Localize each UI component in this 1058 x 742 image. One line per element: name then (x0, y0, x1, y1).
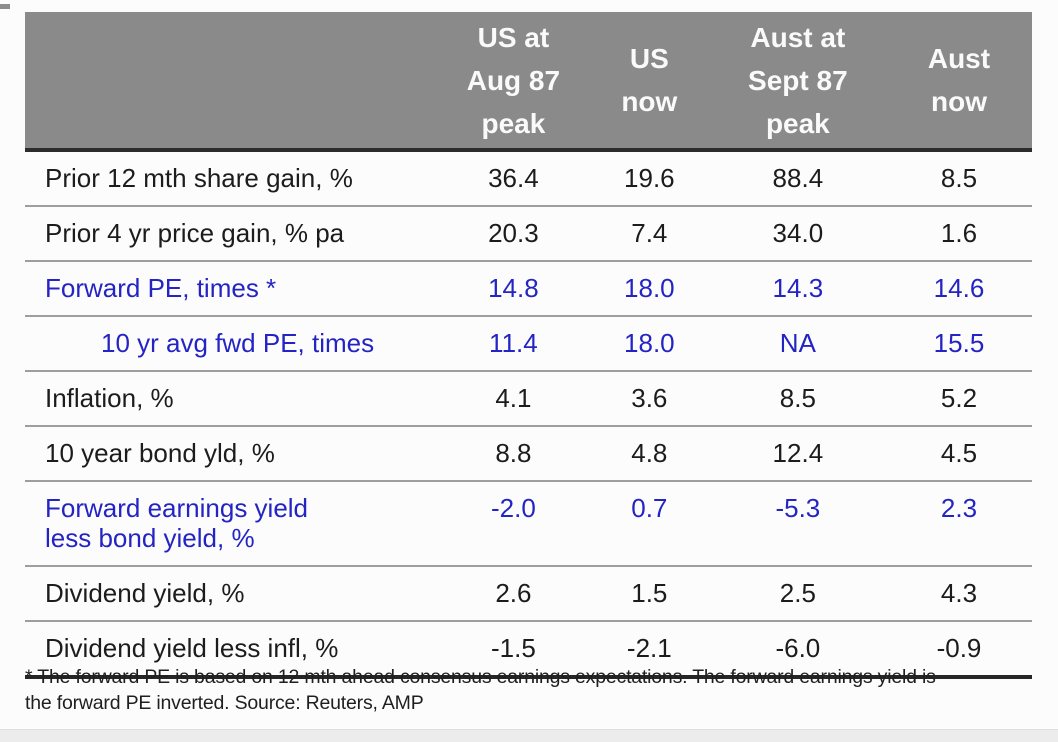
cell-value: 14.6 (885, 261, 1032, 317)
cell-value: 18.0 (588, 316, 710, 372)
row-label: Inflation, % (25, 371, 438, 427)
cell-value: 18.0 (588, 261, 710, 317)
cell-value: NA (709, 316, 886, 372)
col-header-aust-sept87-peak: Aust at Sept 87 peak (709, 12, 886, 152)
cell-value: -0.9 (885, 621, 1032, 679)
cell-value: 15.5 (885, 316, 1032, 372)
cell-value: 1.5 (588, 566, 710, 622)
header-line: now (621, 86, 678, 117)
table-row-forward-pe: Forward PE, times * 14.8 18.0 14.3 14.6 (25, 261, 1032, 317)
cell-value: 88.4 (709, 150, 886, 207)
table-row-10yr-avg-fwd-pe: 10 yr avg fwd PE, times 11.4 18.0 NA 15.… (25, 316, 1032, 372)
cell-value: 2.3 (885, 481, 1032, 567)
header-label-cell (25, 12, 438, 152)
header-line: peak (765, 107, 830, 139)
cell-value: 8.5 (709, 371, 886, 427)
header-line: now (930, 86, 987, 117)
col-header-us-now: US now (588, 12, 710, 152)
cell-value: 8.8 (437, 426, 589, 482)
row-label: 10 yr avg fwd PE, times (25, 316, 438, 372)
cell-value: 1.6 (885, 206, 1032, 262)
cell-value: 2.5 (709, 566, 886, 622)
table-row-dividend-yield: Dividend yield, % 2.6 1.5 2.5 4.3 (25, 566, 1032, 622)
header-line: Sept 87 (748, 64, 848, 96)
cell-value: 19.6 (588, 150, 710, 207)
header-line: Aug 87 (466, 64, 561, 96)
header-line: US at (477, 21, 550, 53)
header-line: Aust (927, 43, 991, 74)
table-row-10yr-bond-yield: 10 year bond yld, % 8.8 4.8 12.4 4.5 (25, 426, 1032, 482)
cell-value: 4.8 (588, 426, 710, 482)
cell-value: 36.4 (437, 150, 589, 207)
header-line: Aust at (750, 21, 846, 53)
cell-value: 4.1 (437, 371, 589, 427)
cell-value: 3.6 (588, 371, 710, 427)
cell-value: 14.8 (437, 261, 589, 317)
corner-mark (0, 4, 10, 9)
row-label: Prior 4 yr price gain, % pa (25, 206, 438, 262)
row-label: Prior 12 mth share gain, % (25, 150, 438, 207)
cell-value: 5.2 (885, 371, 1032, 427)
cell-value: 14.3 (709, 261, 886, 317)
cell-value: -1.5 (437, 621, 589, 679)
cell-value: -2.0 (437, 481, 589, 567)
cell-value: -2.1 (588, 621, 710, 679)
header-line: peak (481, 107, 546, 139)
cell-value: -5.3 (709, 481, 886, 567)
cell-value: -6.0 (709, 621, 886, 679)
col-header-aust-now: Aust now (885, 12, 1032, 152)
row-label: Forward earnings yield less bond yield, … (25, 481, 438, 567)
cell-value: 8.5 (885, 150, 1032, 207)
table-row-inflation: Inflation, % 4.1 3.6 8.5 5.2 (25, 371, 1032, 427)
cell-value: 12.4 (709, 426, 886, 482)
row-label: Dividend yield less infl, % (25, 621, 438, 679)
cell-value: 34.0 (709, 206, 886, 262)
cell-value: 11.4 (437, 316, 589, 372)
bottom-strip (0, 729, 1058, 742)
col-header-us-aug87-peak: US at Aug 87 peak (437, 12, 589, 152)
table-row-dividend-yield-less-infl: Dividend yield less infl, % -1.5 -2.1 -6… (25, 621, 1032, 679)
cell-value: 2.6 (437, 566, 589, 622)
footnote: * The forward PE is based on 12 mth ahea… (25, 666, 936, 714)
cell-value: 20.3 (437, 206, 589, 262)
cell-value: 4.3 (885, 566, 1032, 622)
row-label-line2: less bond yield, % (45, 523, 255, 553)
table-row-prior-12mth-gain: Prior 12 mth share gain, % 36.4 19.6 88.… (25, 150, 1032, 207)
table-row-fwd-earnings-less-bond-yield: Forward earnings yield less bond yield, … (25, 481, 1032, 567)
market-comparison-table: US at Aug 87 peak US now Aust at Sept 87… (25, 12, 1032, 679)
row-label: Forward PE, times * (25, 261, 438, 317)
row-label: Dividend yield, % (25, 566, 438, 622)
header-line: US (629, 43, 669, 74)
cell-value: 7.4 (588, 206, 710, 262)
header-row: US at Aug 87 peak US now Aust at Sept 87… (25, 12, 1032, 152)
cell-value: 4.5 (885, 426, 1032, 482)
cell-value: 0.7 (588, 481, 710, 567)
row-label: 10 year bond yld, % (25, 426, 438, 482)
table-row-prior-4yr-gain: Prior 4 yr price gain, % pa 20.3 7.4 34.… (25, 206, 1032, 262)
row-label-line1: Forward earnings yield (45, 493, 309, 523)
